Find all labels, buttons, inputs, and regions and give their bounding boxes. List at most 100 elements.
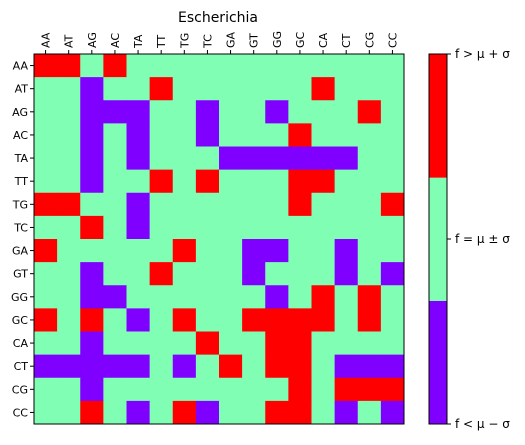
heatmap-cell-CG-GC xyxy=(288,377,312,402)
y-tick-label: TA xyxy=(14,152,29,165)
heatmap-cell-AC-TG xyxy=(172,123,197,147)
heatmap-cell-GG-CC xyxy=(380,285,405,309)
heatmap-cell-CA-TG xyxy=(172,331,197,356)
heatmap-cell-CT-AT xyxy=(57,354,81,379)
heatmap-cell-GG-AA xyxy=(34,285,58,309)
heatmap-cell-TT-CG xyxy=(357,169,382,194)
y-tick-label: AA xyxy=(13,60,29,73)
heatmap-cell-TC-CT xyxy=(334,215,359,240)
x-tick-labels: AA AT AG AC TA TT TG TC GA GT GG GC CA CT CG CC xyxy=(40,31,399,54)
heatmap-cell-AG-TG xyxy=(172,100,197,124)
heatmap-cell-CC-AG xyxy=(80,400,104,425)
heatmap-cell-TG-CG xyxy=(357,192,382,217)
heatmap-cell-TG-TT xyxy=(149,192,174,217)
heatmap-cell-CC-GT xyxy=(242,400,266,425)
heatmap-cell-CT-CT xyxy=(334,354,359,379)
heatmap-cell-AC-AG xyxy=(80,123,104,147)
heatmap-cell-AC-TT xyxy=(149,123,174,147)
heatmap-cell-AA-TA xyxy=(126,54,151,78)
heatmap-cell-GC-AA xyxy=(34,308,58,332)
heatmap-cell-CA-TC xyxy=(195,331,220,356)
heatmap-cell-CC-AT xyxy=(57,400,81,425)
heatmap-cell-CC-GC xyxy=(288,400,312,425)
heatmap-cell-AT-CT xyxy=(334,77,359,101)
x-tick-label: AA xyxy=(40,32,53,48)
heatmap-cell-GG-CG xyxy=(357,285,382,309)
x-tick-label: TC xyxy=(201,34,214,49)
heatmap-cell-CC-TG xyxy=(172,400,197,425)
heatmap-cell-GG-AC xyxy=(103,285,127,309)
heatmap-cell-GG-GG xyxy=(265,285,289,309)
y-tick-label: CT xyxy=(14,360,29,373)
y-tick-label: GT xyxy=(13,268,28,281)
heatmap-cell-GA-AC xyxy=(103,239,127,263)
heatmap-cell-GA-AT xyxy=(57,239,81,263)
x-tick-label: CC xyxy=(386,32,399,48)
heatmap-cell-TT-CT xyxy=(334,169,359,194)
heatmap-cell-CC-CC xyxy=(380,400,405,425)
heatmap-cell-AA-GT xyxy=(242,54,266,78)
heatmap-cell-CA-CC xyxy=(380,331,405,356)
colorbar-segment xyxy=(429,54,447,178)
heatmap-cell-GA-AG xyxy=(80,239,104,263)
heatmap-cell-CA-TT xyxy=(149,331,174,356)
heatmap-cell-CT-TC xyxy=(195,354,220,379)
heatmap-cell-AA-GG xyxy=(265,54,289,78)
heatmap-cell-GA-CT xyxy=(334,239,359,263)
heatmap-cell-AG-CT xyxy=(334,100,359,124)
heatmap-cell-TT-GA xyxy=(219,169,243,194)
heatmap-cell-TC-AC xyxy=(103,215,127,240)
heatmap-cell-CG-CT xyxy=(334,377,359,402)
heatmap-cell-TC-GT xyxy=(242,215,266,240)
heatmap-cell-TC-TA xyxy=(126,215,151,240)
heatmap-cell-TC-GG xyxy=(265,215,289,240)
heatmap-cell-CC-CT xyxy=(334,400,359,425)
heatmap-cell-AG-CC xyxy=(380,100,405,124)
heatmap-cell-GT-AC xyxy=(103,262,127,286)
heatmap-cell-TA-AA xyxy=(34,146,58,171)
heatmap-cell-AT-TT xyxy=(149,77,174,101)
heatmap-cell-CC-TA xyxy=(126,400,151,425)
heatmap-cell-CA-CT xyxy=(334,331,359,356)
y-tick-label: CC xyxy=(13,406,29,419)
heatmap-cell-TA-GA xyxy=(219,146,243,171)
heatmap-cell-TC-AG xyxy=(80,215,104,240)
heatmap-cell-TG-TA xyxy=(126,192,151,217)
heatmap-cell-GC-AG xyxy=(80,308,104,332)
heatmap-cell-GT-AG xyxy=(80,262,104,286)
heatmap-cell-TA-AC xyxy=(103,146,127,171)
heatmap-cell-TT-TT xyxy=(149,169,174,194)
y-tick-label: TT xyxy=(14,175,29,188)
x-tick-label: AC xyxy=(109,33,122,48)
heatmap-cell-TG-CT xyxy=(334,192,359,217)
heatmap-cell-CG-AG xyxy=(80,377,104,402)
heatmap-cell-CG-GG xyxy=(265,377,289,402)
heatmap-cell-GC-TA xyxy=(126,308,151,332)
heatmap-cell-GG-GA xyxy=(219,285,243,309)
heatmap-cell-TC-TC xyxy=(195,215,220,240)
x-tick-label: GC xyxy=(294,31,307,48)
heatmap-cell-GA-TC xyxy=(195,239,220,263)
heatmap-cell-GG-AG xyxy=(80,285,104,309)
heatmap-cell-TG-GG xyxy=(265,192,289,217)
heatmap-cell-AG-CG xyxy=(357,100,382,124)
y-tick-label: TC xyxy=(13,221,28,234)
heatmap-cell-TT-TC xyxy=(195,169,220,194)
y-tick-label: CA xyxy=(13,337,29,350)
heatmap-cell-GT-GG xyxy=(265,262,289,286)
heatmap-cell-TA-AG xyxy=(80,146,104,171)
heatmap-cell-CT-GA xyxy=(219,354,243,379)
heatmap-cell-AC-CC xyxy=(380,123,405,147)
heatmap-cell-TG-TC xyxy=(195,192,220,217)
heatmap-cell-CT-TG xyxy=(172,354,197,379)
heatmap-cell-TG-GA xyxy=(219,192,243,217)
heatmap-cell-GA-GC xyxy=(288,239,312,263)
heatmap-cell-GT-CC xyxy=(380,262,405,286)
heatmap-cell-TC-AA xyxy=(34,215,58,240)
x-tick-label: TG xyxy=(178,33,191,49)
heatmap-cell-AC-AA xyxy=(34,123,58,147)
heatmap-cell-GC-CG xyxy=(357,308,382,332)
x-tick-label: CG xyxy=(363,32,376,48)
heatmap-cell-AA-CC xyxy=(380,54,405,78)
